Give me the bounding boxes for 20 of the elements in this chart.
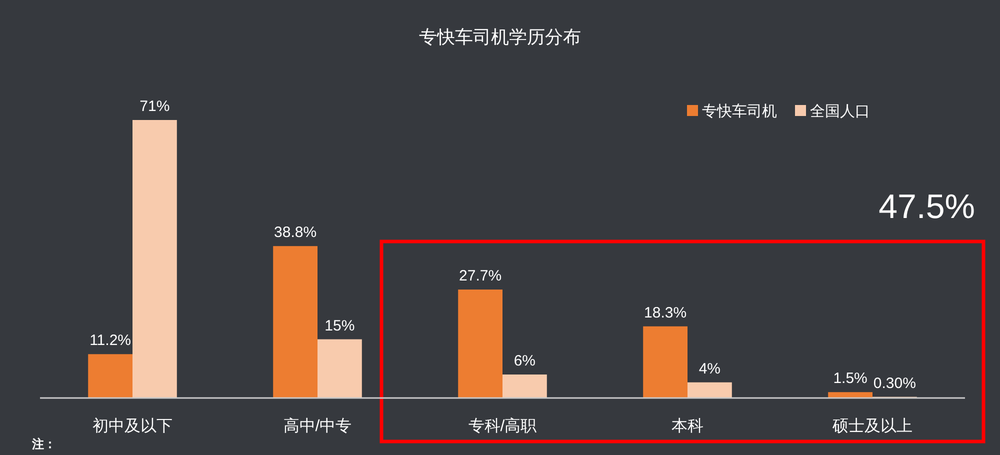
category-label: 高中/中专 (283, 418, 352, 435)
annotation: 注： (32, 437, 56, 451)
category-label: 初中及以下 (92, 418, 172, 435)
data-label: 4% (698, 360, 721, 378)
data-label: 11.2% (90, 332, 131, 350)
category-label: 专科/高职 (468, 418, 537, 435)
category-label: 本科 (672, 418, 704, 435)
category-label: 硕士及以上 (832, 418, 912, 435)
data-label: 18.3% (644, 304, 687, 322)
data-label: 15% (324, 317, 355, 334)
legend-label: 全国人口 (810, 103, 870, 120)
data-label: 6% (514, 352, 536, 370)
data-label: 71% (140, 98, 170, 115)
data-label: 0.30% (873, 374, 916, 392)
annotation: 47.5% (878, 188, 975, 226)
title: 专快车司机学历分布 (419, 27, 581, 47)
data-label: 38.8% (274, 224, 317, 242)
data-label: 27.7% (459, 268, 502, 285)
legend-label: 专快车司机 (702, 103, 777, 120)
data-label: 1.5% (833, 370, 868, 388)
